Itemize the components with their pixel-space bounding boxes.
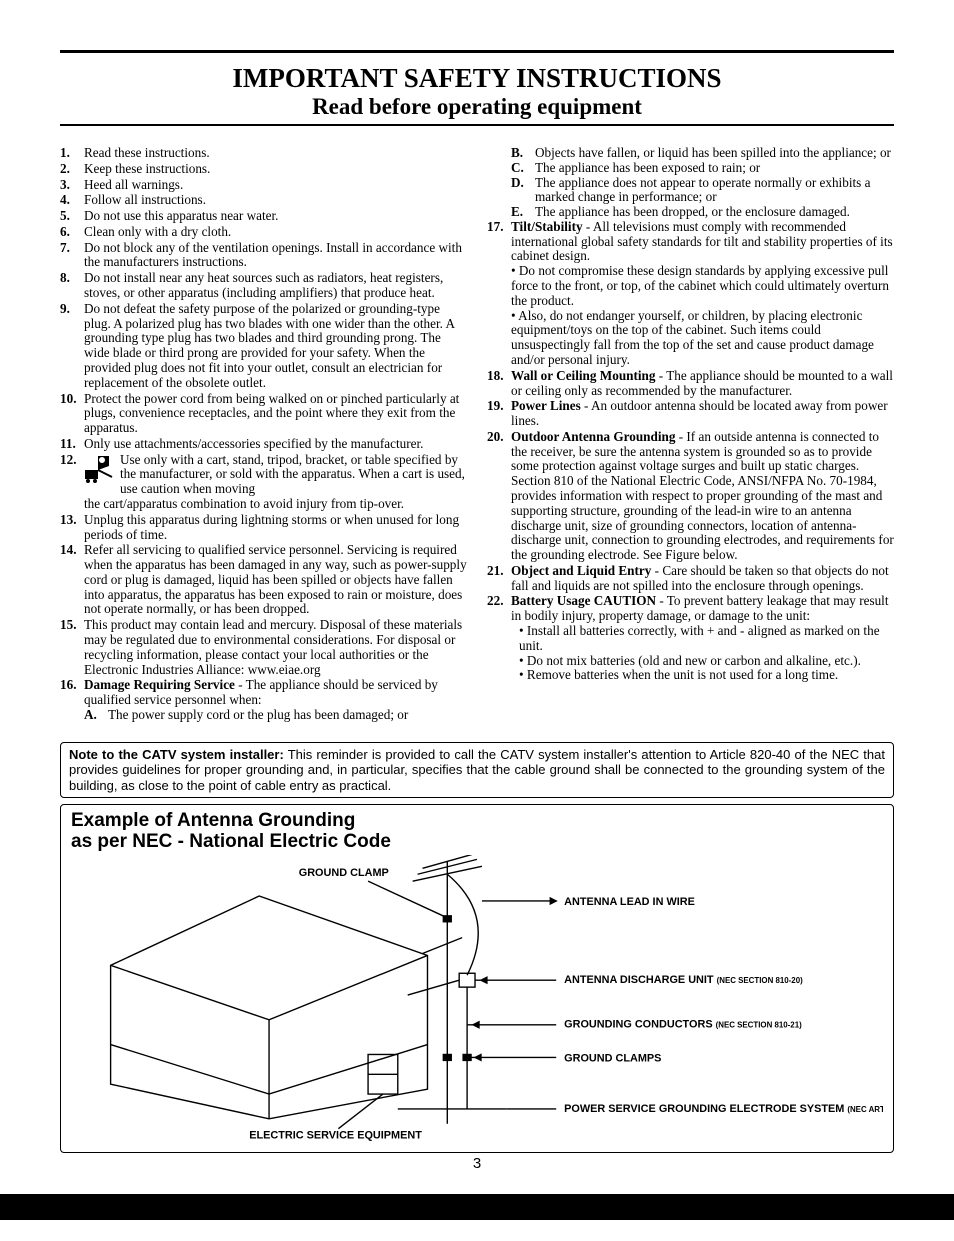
label-discharge-unit: ANTENNA DISCHARGE UNIT (NEC SECTION 810-… (564, 974, 803, 986)
antenna-diagram-box: Example of Antenna Grounding as per NEC … (60, 804, 894, 1153)
instruction-item: 8.Do not install near any heat sources s… (60, 271, 467, 301)
instruction-item: 6.Clean only with a dry cloth. (60, 225, 467, 240)
antenna-grounding-diagram: GROUND CLAMP ANTENNA LEAD IN WIRE ANTENN… (71, 855, 883, 1145)
diagram-title-1: Example of Antenna Grounding (71, 810, 355, 831)
bottom-bar (0, 1194, 954, 1220)
page-number: 3 (60, 1155, 894, 1172)
label-ground-clamps: GROUND CLAMPS (564, 1053, 661, 1065)
instruction-item: 9.Do not defeat the safety purpose of th… (60, 302, 467, 391)
item-12-text-top: Use only with a cart, stand, tripod, bra… (120, 453, 467, 497)
label-conductors: GROUNDING CONDUCTORS (NEC SECTION 810-21… (564, 1019, 802, 1031)
item-16-A: A. The power supply cord or the plug has… (84, 708, 467, 723)
instruction-22: 22. Battery Usage CAUTION - To prevent b… (487, 594, 894, 683)
label-ground-clamp: GROUND CLAMP (299, 867, 389, 879)
item-16-sub: C.The appliance has been exposed to rain… (511, 161, 894, 176)
instruction-item: 14.Refer all servicing to qualified serv… (60, 543, 467, 617)
instruction-20: 20. Outdoor Antenna Grounding - If an ou… (487, 430, 894, 563)
instruction-21: 21. Object and Liquid Entry - Care shoul… (487, 564, 894, 594)
catv-note-box: Note to the CATV system installer: This … (60, 742, 894, 799)
item-12-text-bottom: the cart/apparatus combination to avoid … (84, 496, 404, 511)
instruction-list-left: 1.Read these instructions.2.Keep these i… (60, 146, 467, 452)
catv-note-head: Note to the CATV system installer: (69, 747, 284, 762)
item-16-sub: E.The appliance has been dropped, or the… (511, 205, 894, 220)
item-16-head: Damage Requiring Service (84, 677, 235, 692)
instruction-item: 7.Do not block any of the ventilation op… (60, 241, 467, 271)
instruction-17: 17. Tilt/Stability - All televisions mus… (487, 220, 894, 368)
title-rule (60, 124, 894, 126)
item-16-sublist: B.Objects have fallen, or liquid has bee… (511, 146, 894, 220)
instruction-item: 15.This product may contain lead and mer… (60, 618, 467, 677)
top-rule (60, 50, 894, 53)
instruction-item: 3.Heed all warnings. (60, 178, 467, 193)
item-16-sub: B.Objects have fallen, or liquid has bee… (511, 146, 894, 161)
diagram-title-2: as per NEC - National Electric Code (71, 831, 391, 852)
item-number: 16. (60, 678, 84, 722)
instruction-item: 11.Only use attachments/accessories spec… (60, 437, 467, 452)
instruction-16: 16. Damage Requiring Service - The appli… (60, 678, 467, 722)
label-power-service: POWER SERVICE GROUNDING ELECTRODE SYSTEM… (564, 1103, 883, 1115)
cart-tip-icon (84, 453, 116, 483)
instruction-item: 13.Unplug this apparatus during lightnin… (60, 513, 467, 543)
label-antenna-lead: ANTENNA LEAD IN WIRE (564, 896, 695, 908)
instruction-item: 1.Read these instructions. (60, 146, 467, 161)
page-subtitle: Read before operating equipment (60, 94, 894, 120)
instruction-item: 10.Protect the power cord from being wal… (60, 392, 467, 436)
item-16-sub: D.The appliance does not appear to opera… (511, 176, 894, 206)
instruction-item: 4.Follow all instructions. (60, 193, 467, 208)
instruction-18: 18. Wall or Ceiling Mounting - The appli… (487, 369, 894, 399)
instruction-item: 2.Keep these instructions. (60, 162, 467, 177)
instruction-19: 19. Power Lines - An outdoor antenna sho… (487, 399, 894, 429)
page-title: IMPORTANT SAFETY INSTRUCTIONS (60, 63, 894, 94)
instruction-item: 5.Do not use this apparatus near water. (60, 209, 467, 224)
label-electric-service: ELECTRIC SERVICE EQUIPMENT (249, 1130, 422, 1142)
instruction-list-left-2: 13.Unplug this apparatus during lightnin… (60, 513, 467, 678)
item-number: 12. (60, 453, 84, 512)
instruction-12: 12. Use only with a cart, stan (60, 453, 467, 512)
